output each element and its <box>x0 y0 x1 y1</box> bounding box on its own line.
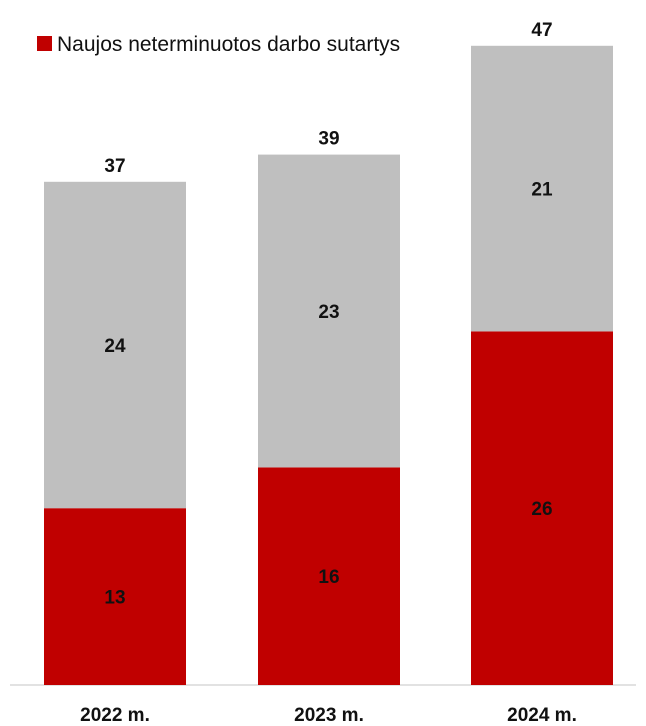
bar-segment-red-2024m <box>471 331 613 685</box>
legend-label: Naujos neterminuotos darbo sutartys <box>57 33 400 56</box>
bar-segment-red-2023m <box>258 467 400 685</box>
category-tick-label: 2023 m. <box>294 705 364 726</box>
segment-value-label: 16 <box>318 567 339 588</box>
labels-layer: 13 24 37 2022 m. 16 23 39 2023 m. 26 21 47 2024 m. <box>80 20 577 726</box>
category-tick-label: 2022 m. <box>80 705 150 726</box>
segment-value-label: 24 <box>104 336 126 357</box>
segment-value-label: 21 <box>531 180 553 201</box>
category-tick-label: 2024 m. <box>507 705 577 726</box>
bar-segment-grey-2023m <box>258 154 400 468</box>
bars-layer <box>44 45 613 685</box>
segment-value-label: 13 <box>104 588 125 609</box>
total-value-label: 37 <box>104 156 125 177</box>
segment-value-label: 23 <box>318 302 339 323</box>
legend: Naujos neterminuotos darbo sutartys <box>37 33 400 56</box>
bar-segment-red-2022m <box>44 508 186 685</box>
bar-segment-grey-2024m <box>471 45 613 332</box>
legend-swatch <box>37 36 52 51</box>
segment-value-label: 26 <box>531 499 552 520</box>
total-value-label: 39 <box>318 129 339 150</box>
bar-segment-grey-2022m <box>44 181 186 509</box>
total-value-label: 47 <box>531 20 552 41</box>
